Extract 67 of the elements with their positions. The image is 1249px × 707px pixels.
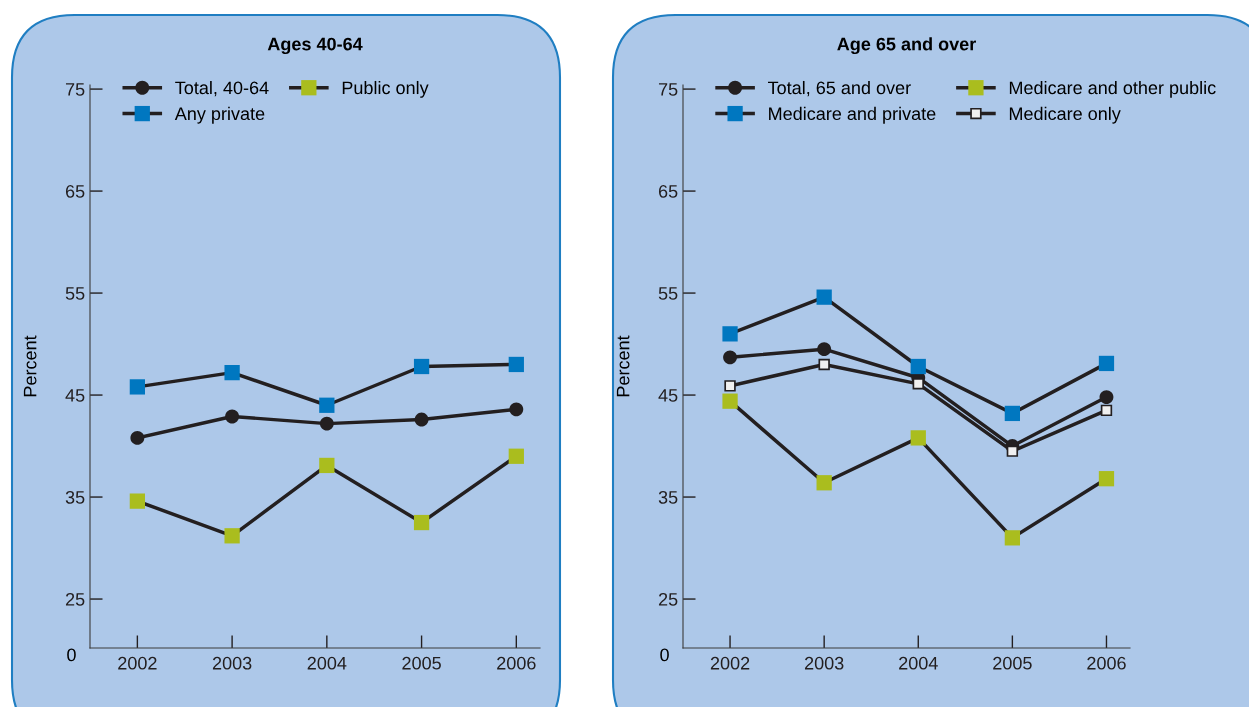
y-tick-label: 25: [658, 592, 678, 606]
point: [414, 412, 429, 427]
point: [225, 409, 240, 424]
point: [816, 289, 832, 305]
x-tick-label: 2002: [118, 656, 157, 670]
point: [413, 358, 430, 375]
y-axis-title: Percent: [23, 335, 37, 397]
y-tick-label: 55: [658, 287, 678, 300]
y-tick-label: 55: [65, 287, 85, 300]
point: [910, 430, 926, 446]
point: [130, 430, 145, 445]
legend-label: Medicare and private: [769, 106, 936, 124]
point: [508, 356, 524, 373]
point: [817, 342, 832, 357]
chart-title: Ages 40-64: [267, 37, 363, 55]
point: [1099, 390, 1114, 405]
point: [319, 416, 334, 431]
point: [724, 380, 736, 392]
point: [509, 402, 524, 417]
x-tick-label: 2003: [804, 656, 844, 670]
y-tick-label: 35: [65, 490, 85, 504]
point: [816, 475, 832, 491]
point: [413, 514, 430, 531]
point: [319, 397, 335, 413]
point: [1098, 471, 1115, 487]
point: [1098, 355, 1115, 372]
y-tick-label: 75: [65, 83, 85, 96]
x-tick-label: 2004: [307, 656, 347, 670]
point: [224, 528, 240, 544]
point: [129, 493, 146, 509]
chart-title: Age 65 and over: [837, 37, 976, 55]
point: [224, 364, 240, 381]
point: [722, 326, 738, 342]
x-tick-label: 2003: [212, 656, 252, 670]
text: 0: [660, 648, 669, 662]
point: [818, 358, 830, 371]
point: [1004, 530, 1021, 546]
point: [508, 448, 524, 464]
y-tick-label: 45: [658, 389, 678, 402]
x-tick-label: 2005: [993, 656, 1032, 670]
point: [910, 358, 926, 375]
x-tick-label: 2004: [899, 656, 938, 670]
x-tick-label: 2005: [402, 656, 441, 670]
x-tick-label: 2002: [710, 656, 750, 670]
x-tick-label: 2006: [497, 656, 536, 670]
y-tick-label: 65: [658, 185, 678, 198]
legend-label: Medicare only: [1009, 106, 1121, 124]
legend-label: Any private: [174, 106, 265, 124]
point: [1004, 405, 1021, 422]
x-tick-label: 2006: [1087, 656, 1126, 670]
y-tick-label: 75: [658, 83, 678, 96]
point: [722, 393, 738, 409]
text: 0: [67, 648, 76, 662]
point: [912, 378, 924, 390]
y-tick-label: 45: [65, 389, 85, 402]
y-axis-title: Percent: [616, 335, 630, 397]
y-tick-label: 25: [65, 592, 85, 606]
y-tick-label: 35: [658, 490, 678, 504]
point: [1100, 404, 1113, 417]
legend-label: Total, 65 and over: [768, 80, 911, 97]
legend-label: Public only: [342, 80, 429, 98]
point: [723, 350, 737, 365]
legend-label: Medicare and other public: [1009, 80, 1216, 98]
legend-label: Total, 40-64: [175, 80, 269, 97]
point: [129, 379, 146, 395]
y-tick-label: 65: [65, 185, 85, 198]
point: [319, 457, 335, 474]
